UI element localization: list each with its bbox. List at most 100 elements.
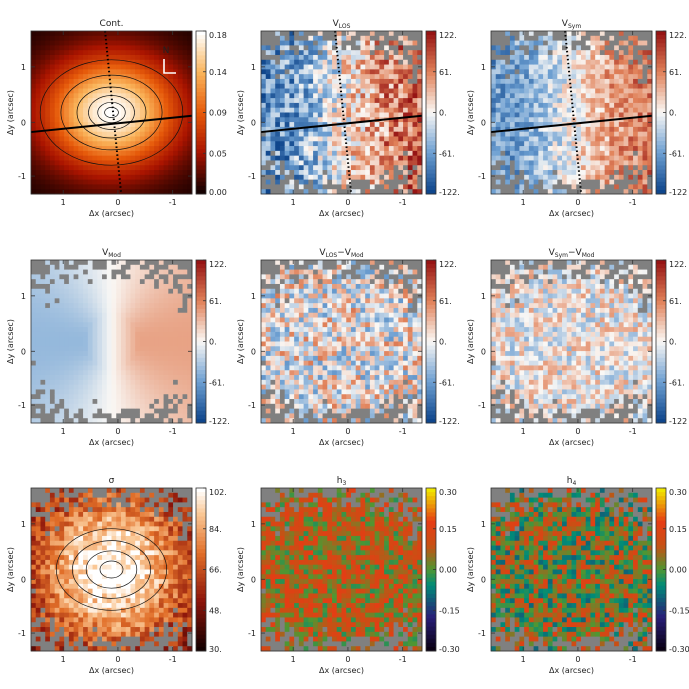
map-cell [543,112,549,118]
map-cell [106,189,112,195]
map-cells [31,260,193,424]
map-cell [369,93,376,99]
map-cell [604,184,610,190]
map-cell [543,35,549,41]
map-cell [407,184,413,190]
map-cell [265,312,271,318]
map-cell [495,136,501,142]
y-axis-label: Δy (arcsec) [6,90,15,135]
map-cell [350,189,357,195]
map-cell [388,31,394,37]
map-cell [384,174,390,181]
map-cell [576,155,582,161]
map-cell [547,146,553,152]
map-cell [599,59,606,65]
map-cell [642,64,648,70]
y-tick-label: 1 [21,63,26,72]
map-cell [135,45,141,51]
map-cell [168,336,174,342]
map-cell [403,189,409,195]
map-cell [125,389,131,395]
map-cell [303,160,309,166]
map-cell [125,418,131,424]
map-cell [116,122,122,128]
colorbar-step [656,35,666,40]
map-cell [595,78,601,85]
map-cell [298,136,305,142]
map-cell [187,360,193,366]
map-cell [49,117,56,123]
map-cell [40,102,46,109]
map-cell [289,117,295,123]
map-cell [618,35,624,41]
map-cell [275,184,281,190]
map-cell [49,360,56,366]
map-cell [59,298,65,304]
map-cell [64,375,70,381]
map-cell [40,174,46,181]
map-cell [384,83,390,89]
map-cell [417,50,423,56]
map-cell [580,112,587,118]
map-cell [149,64,155,70]
map-cell [341,150,347,157]
map-cell [68,136,75,142]
map-cell [154,307,160,314]
map-cell [637,146,643,152]
map-cell [187,184,193,190]
map-cell [116,264,122,270]
map-cell [491,78,497,85]
map-cell [31,360,37,366]
map-cell [49,389,56,395]
map-cell [417,165,423,171]
map-cell [412,88,418,94]
map-cell [168,35,174,41]
map-cell [524,35,530,41]
map-cell [261,303,267,309]
map-cell [633,174,639,181]
map-cell [289,45,295,51]
colorbar-step [196,284,206,289]
map-cell [54,264,60,270]
map-cell [78,165,84,171]
map-cell [524,184,530,190]
map-cell [403,179,409,185]
map-cell [182,408,188,414]
map-cell [369,122,376,128]
map-cell [647,93,653,99]
map-cell [40,31,46,37]
map-cell [130,355,136,362]
map-cell [40,136,46,142]
map-cell [106,112,112,118]
map-cell [163,69,169,75]
map-cell [403,141,409,147]
map-cell [647,98,653,104]
map-cell [562,107,568,113]
map-cell [173,418,179,424]
map-cell [92,303,98,309]
map-cell [604,112,610,118]
map-cell [543,78,549,85]
map-cell [261,283,267,290]
map-cell [374,184,380,190]
map-cell [83,331,89,338]
map-cell [412,78,418,85]
map-cell [154,379,160,386]
map-cell [163,327,169,333]
map-cell [384,74,390,80]
map-cell [528,131,535,137]
map-cell [130,64,136,70]
map-cell [355,160,361,166]
map-cell [514,78,520,85]
map-cell [275,141,281,147]
map-cell [154,179,160,185]
map-cell [275,112,281,118]
map-cell [403,93,409,99]
map-cell [120,307,127,314]
map-cell [633,160,639,166]
map-cell [595,179,601,185]
map-cell [92,293,98,299]
map-cell [97,189,103,195]
map-cell [68,394,75,400]
map-cell [284,136,290,142]
